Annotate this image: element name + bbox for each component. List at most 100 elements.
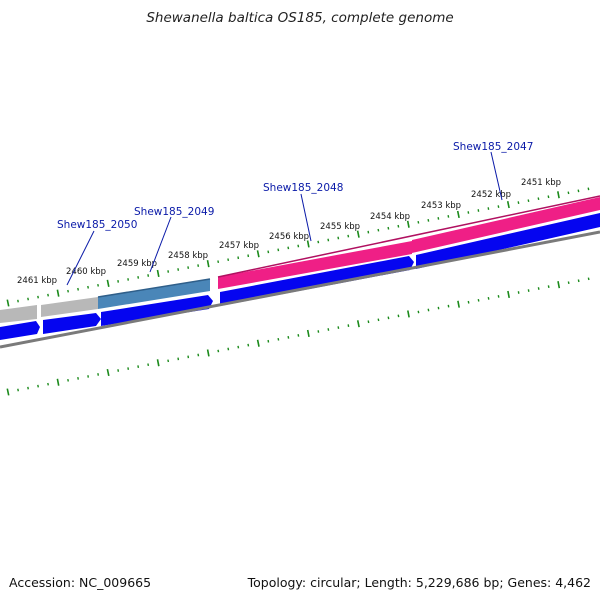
minor-tick (297, 244, 300, 248)
major-tick (106, 368, 110, 377)
cds-arrow-2049 (101, 295, 213, 326)
kbp-label: 2460 kbp (66, 267, 106, 277)
minor-tick (567, 191, 570, 195)
minor-tick (377, 228, 380, 232)
minor-tick (197, 353, 200, 357)
minor-tick (327, 328, 330, 331)
minor-tick (397, 224, 400, 228)
major-tick (306, 240, 310, 248)
cds-arrow-2047 (416, 213, 600, 269)
minor-tick (217, 349, 220, 353)
minor-tick (417, 220, 420, 224)
minor-tick (37, 384, 39, 388)
major-tick (356, 320, 360, 328)
minor-tick (37, 295, 39, 299)
minor-tick (397, 314, 400, 318)
minor-tick (167, 270, 170, 273)
minor-tick (137, 365, 140, 369)
kbp-label: 2457 kbp (219, 241, 259, 251)
major-tick (56, 289, 60, 297)
steel-highlight-edge (97, 278, 211, 298)
minor-tick (167, 359, 170, 363)
kbp-label: 2459 kbp (117, 259, 157, 269)
minor-tick (177, 268, 180, 271)
leader-2050 (66, 230, 95, 286)
major-tick (457, 300, 460, 308)
minor-tick (187, 266, 190, 269)
minor-tick (577, 279, 580, 283)
highlight-gray-2050 (41, 297, 98, 317)
minor-tick (227, 258, 230, 262)
kbp-label: 2454 kbp (370, 212, 410, 222)
minor-tick (77, 376, 79, 380)
highlight-track (0, 195, 600, 323)
minor-tick (197, 264, 200, 267)
minor-tick (227, 347, 230, 351)
minor-tick (267, 250, 270, 254)
major-tick (406, 220, 410, 228)
minor-tick (567, 281, 570, 285)
major-tick (256, 250, 260, 258)
minor-tick (87, 285, 89, 289)
leader-2048 (300, 193, 312, 242)
major-tick (6, 299, 10, 307)
major-tick (407, 310, 410, 318)
major-tick (557, 191, 560, 199)
kbp-label: 2453 kbp (421, 201, 461, 211)
major-tick (557, 281, 561, 289)
minor-tick (47, 293, 49, 297)
major-tick (206, 260, 210, 268)
minor-tick (137, 276, 140, 279)
minor-tick (217, 260, 220, 264)
minor-tick (347, 234, 350, 238)
kbp-label: 2452 kbp (471, 190, 511, 200)
minor-tick (47, 382, 49, 386)
highlight-pink-2047 (412, 197, 600, 253)
minor-tick (247, 343, 250, 347)
minor-tick (277, 248, 280, 252)
minor-tick (587, 187, 590, 191)
cds-arrow-2048 (220, 256, 414, 306)
minor-tick (67, 378, 69, 382)
kbp-label: 2451 kbp (521, 178, 561, 188)
minor-tick (17, 388, 19, 392)
gene-label-leaders (66, 151, 503, 286)
minor-tick (277, 337, 280, 341)
genome-summary-text: Topology: circular; Length: 5,229,686 bp… (247, 575, 591, 590)
minor-tick (477, 298, 480, 302)
gene-label-2050: Shew185_2050 (57, 219, 137, 231)
kbp-label: 2456 kbp (269, 232, 309, 242)
minor-tick (547, 195, 550, 199)
minor-tick (467, 300, 470, 304)
major-tick (56, 378, 60, 386)
kbp-label: 2461 kbp (17, 276, 57, 286)
minor-tick (337, 236, 340, 240)
cds-track (0, 213, 600, 340)
highlight-steel-2049 (98, 279, 210, 309)
minor-tick (287, 335, 290, 339)
kbp-label: 2458 kbp (168, 251, 208, 261)
minor-tick (447, 215, 450, 218)
gene-labels: Shew185_2050 Shew185_2049 Shew185_2048 S… (57, 141, 533, 231)
minor-tick (487, 296, 490, 300)
genome-backbone (0, 230, 600, 349)
map-title: Shewanella baltica OS185, complete genom… (146, 10, 454, 26)
minor-tick (367, 320, 370, 324)
pink-highlight-edge (217, 195, 600, 278)
cds-arrow-2050 (43, 313, 101, 334)
inner-tick-scale (6, 277, 590, 396)
major-tick (206, 349, 210, 357)
major-tick (106, 279, 110, 287)
minor-tick (437, 217, 440, 220)
minor-tick (147, 274, 150, 277)
major-tick (306, 329, 310, 338)
minor-tick (527, 199, 530, 203)
gene-label-2047: Shew185_2047 (453, 141, 533, 153)
kbp-labels: 2461 kbp 2460 kbp 2459 kbp 2458 kbp 2457… (17, 178, 561, 286)
minor-tick (27, 386, 29, 390)
highlight-gray-left (0, 305, 37, 323)
minor-tick (327, 238, 330, 242)
minor-tick (77, 287, 79, 291)
major-tick (6, 388, 10, 396)
